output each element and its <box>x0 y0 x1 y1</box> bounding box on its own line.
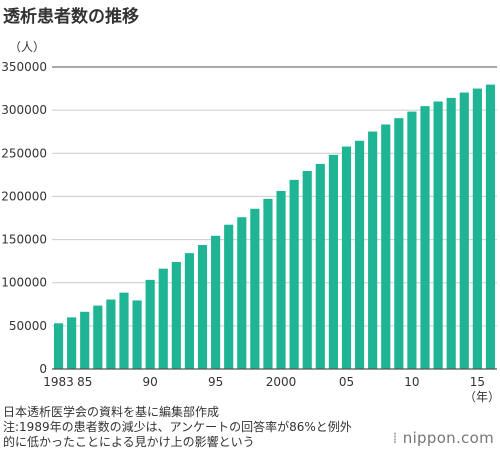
y-tick-label: 250000 <box>1 146 47 160</box>
logo-dots-icon: ⁞ <box>392 429 403 447</box>
y-tick-label: 150000 <box>1 233 47 247</box>
bar <box>420 106 430 370</box>
logo-text: nippon.com <box>402 429 494 447</box>
bar <box>368 131 378 369</box>
bar <box>211 235 221 369</box>
bar <box>407 111 417 369</box>
bar <box>341 146 352 369</box>
bar <box>263 198 273 369</box>
bar <box>237 217 247 369</box>
footnote-line-2: 的に低かったことによる見かけ上の影響という <box>3 435 255 449</box>
bar <box>446 97 456 369</box>
footnote-line-1: 注:1989年の患者数の減少は、アンケートの回答率が86%と例外 <box>3 420 352 434</box>
bar <box>289 179 299 369</box>
bar <box>485 84 496 369</box>
y-axis-unit-label: （人） <box>9 40 45 54</box>
x-tick-label: 1983 <box>43 375 74 389</box>
bar <box>381 124 391 370</box>
bar <box>250 208 260 369</box>
y-tick-label: 350000 <box>1 60 47 74</box>
bar <box>53 323 64 369</box>
x-tick-label: 85 <box>77 375 92 389</box>
bar <box>354 140 365 369</box>
x-tick-label: 95 <box>208 375 223 389</box>
bar <box>132 300 142 369</box>
bar <box>459 92 469 369</box>
bar <box>433 101 443 369</box>
y-tick-label: 300000 <box>1 103 47 117</box>
bar-chart: （人） 0 50000 100000 150000 200000 250000 300000 3… <box>1 40 500 404</box>
bar <box>276 190 286 369</box>
bar <box>302 170 312 369</box>
bar <box>93 305 103 369</box>
bar <box>119 292 129 369</box>
x-tick-label: 15 <box>470 375 485 389</box>
bar <box>184 253 195 369</box>
x-axis-unit-label: （年） <box>464 390 500 404</box>
x-tick-label: 90 <box>143 375 158 389</box>
bar <box>145 279 155 369</box>
bar <box>224 224 234 369</box>
chart-title: 透析患者数の推移 <box>3 7 139 27</box>
bar <box>197 245 208 369</box>
bar <box>328 154 338 369</box>
bar <box>67 317 77 369</box>
bar <box>80 311 90 369</box>
bar <box>394 118 404 370</box>
nippon-logo: ⁞ nippon.com <box>393 429 494 447</box>
bar <box>106 299 116 369</box>
y-tick-label: 50000 <box>9 319 47 333</box>
bar <box>158 268 168 369</box>
y-tick-label: 0 <box>39 362 47 376</box>
y-tick-label: 100000 <box>1 276 47 290</box>
source-note: 日本透析医学会の資料を基に編集部作成 <box>3 405 220 419</box>
bar <box>472 88 482 370</box>
x-tick-label: 05 <box>339 375 354 389</box>
y-tick-label: 200000 <box>1 189 47 203</box>
bar <box>315 163 325 369</box>
x-tick-label: 2000 <box>266 375 297 389</box>
bar <box>171 262 181 369</box>
x-tick-label: 10 <box>404 375 419 389</box>
